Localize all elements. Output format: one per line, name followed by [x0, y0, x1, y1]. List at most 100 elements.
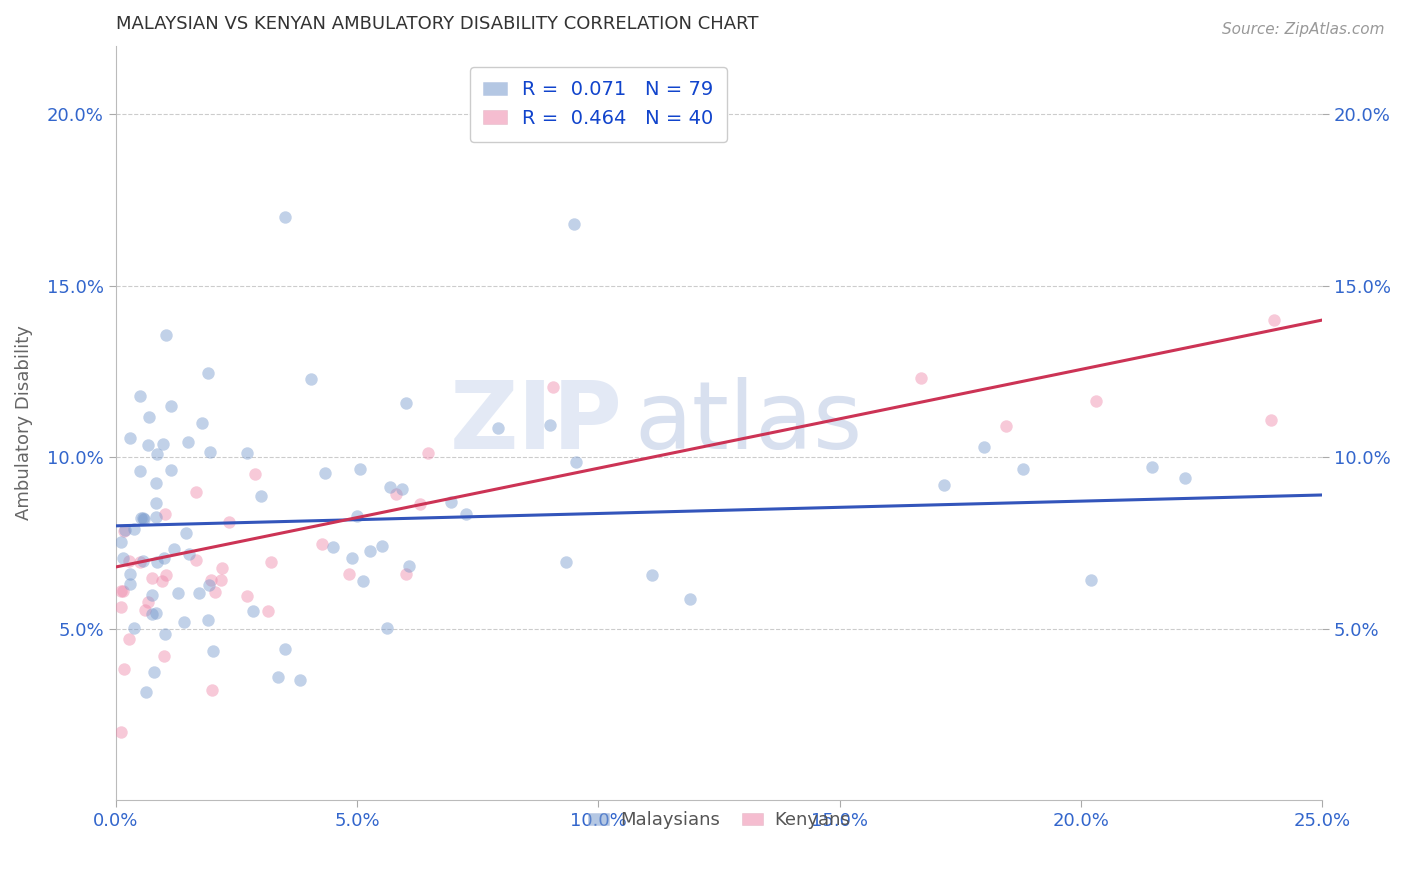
- Point: [124, 621, 146, 635]
- Point: [242, 604, 264, 618]
- Point: [346, 508, 368, 523]
- Point: [143, 665, 166, 679]
- Point: [349, 462, 371, 476]
- Point: [155, 328, 177, 343]
- Point: [641, 567, 664, 582]
- Point: [129, 464, 152, 478]
- Point: [111, 550, 134, 565]
- Point: [440, 495, 463, 509]
- Point: [932, 478, 955, 492]
- Point: [114, 523, 136, 537]
- Text: MALAYSIAN VS KENYAN AMBULATORY DISABILITY CORRELATION CHART: MALAYSIAN VS KENYAN AMBULATORY DISABILIT…: [115, 15, 758, 33]
- Point: [153, 627, 176, 641]
- Point: [1263, 313, 1285, 327]
- Point: [267, 670, 290, 684]
- Point: [141, 588, 163, 602]
- Point: [118, 577, 141, 591]
- Point: [375, 622, 398, 636]
- Point: [118, 554, 141, 568]
- Point: [191, 417, 214, 431]
- Point: [1260, 413, 1282, 427]
- Text: ZIP: ZIP: [450, 377, 623, 469]
- Point: [152, 436, 174, 450]
- Point: [132, 512, 155, 526]
- Point: [132, 511, 155, 525]
- Point: [129, 511, 152, 525]
- Point: [352, 574, 374, 589]
- Point: [138, 410, 160, 425]
- Point: [973, 440, 995, 454]
- Point: [163, 541, 186, 556]
- Point: [155, 567, 177, 582]
- Point: [197, 366, 219, 380]
- Point: [145, 496, 167, 510]
- Point: [177, 434, 200, 449]
- Point: [398, 559, 420, 574]
- Point: [1084, 394, 1107, 409]
- Point: [132, 553, 155, 567]
- Point: [995, 418, 1018, 433]
- Point: [1140, 460, 1163, 475]
- Point: [314, 466, 336, 480]
- Point: [141, 571, 163, 585]
- Point: [395, 567, 418, 582]
- Point: [204, 585, 226, 599]
- Point: [679, 592, 702, 607]
- Point: [243, 467, 266, 481]
- Point: [159, 463, 181, 477]
- Point: [110, 535, 132, 549]
- Point: [112, 583, 135, 598]
- Point: [564, 455, 586, 469]
- Point: [150, 574, 173, 588]
- Point: [128, 389, 150, 403]
- Point: [274, 642, 297, 657]
- Point: [391, 482, 413, 496]
- Point: [385, 487, 408, 501]
- Point: [136, 438, 159, 452]
- Point: [371, 539, 394, 553]
- Point: [134, 603, 156, 617]
- Point: [486, 421, 509, 435]
- Point: [135, 685, 157, 699]
- Point: [110, 599, 132, 614]
- Legend: Malaysians, Kenyans: Malaysians, Kenyans: [581, 804, 858, 837]
- Point: [378, 480, 401, 494]
- Point: [409, 497, 432, 511]
- Point: [177, 547, 200, 561]
- Point: [159, 399, 181, 413]
- Point: [141, 607, 163, 622]
- Point: [340, 551, 363, 566]
- Point: [167, 586, 190, 600]
- Point: [197, 614, 219, 628]
- Point: [200, 573, 222, 587]
- Point: [173, 615, 195, 630]
- Point: [555, 556, 578, 570]
- Point: [260, 555, 283, 569]
- Point: [198, 578, 221, 592]
- Point: [112, 524, 135, 538]
- Point: [311, 537, 333, 551]
- Point: [112, 661, 135, 675]
- Point: [322, 541, 344, 555]
- Text: atlas: atlas: [634, 377, 863, 469]
- Point: [395, 396, 418, 410]
- Point: [416, 446, 439, 460]
- Point: [146, 447, 169, 461]
- Point: [236, 445, 259, 459]
- Point: [145, 509, 167, 524]
- Point: [1080, 573, 1102, 587]
- Point: [273, 210, 295, 224]
- Point: [110, 584, 132, 599]
- Point: [186, 484, 208, 499]
- Point: [256, 604, 278, 618]
- Point: [201, 682, 224, 697]
- Point: [186, 553, 208, 567]
- Point: [337, 566, 360, 581]
- Point: [188, 586, 211, 600]
- Point: [128, 555, 150, 569]
- Point: [209, 573, 232, 587]
- Point: [218, 515, 240, 529]
- Point: [910, 371, 932, 385]
- Point: [153, 507, 176, 521]
- Point: [538, 417, 561, 432]
